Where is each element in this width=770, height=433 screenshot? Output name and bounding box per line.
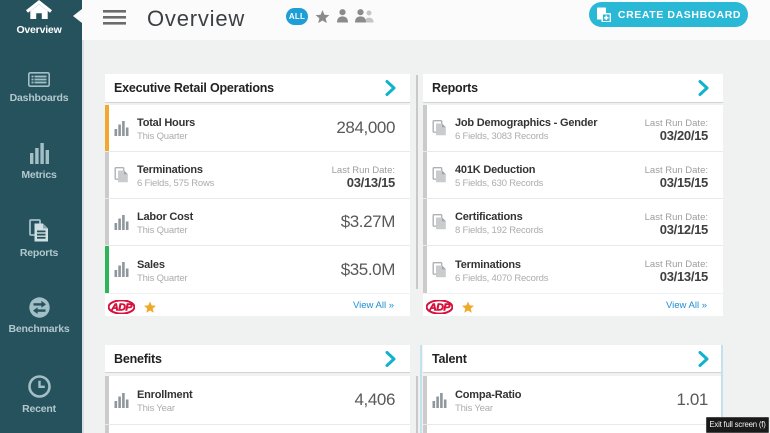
svg-text:ADP: ADP (110, 302, 133, 314)
svg-text:ADP: ADP (428, 302, 451, 314)
